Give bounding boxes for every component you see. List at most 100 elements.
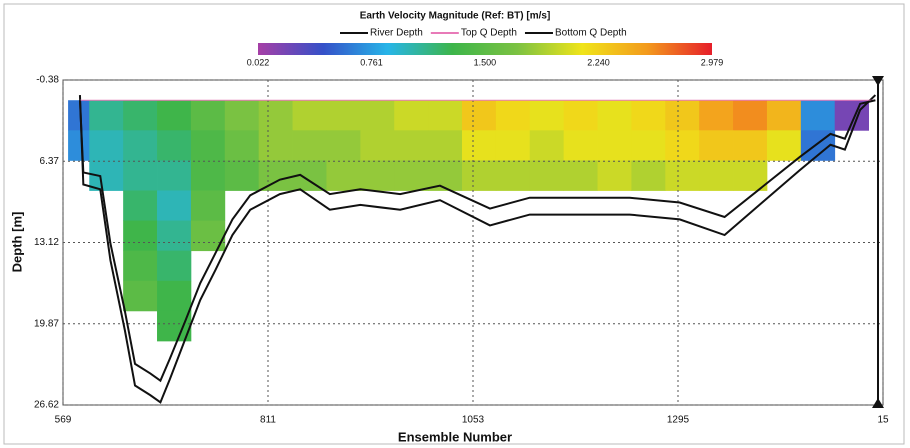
heatmap-cell xyxy=(394,130,429,161)
heatmap-cell xyxy=(123,280,158,312)
heatmap-cell xyxy=(89,100,124,131)
cursor-marker xyxy=(872,398,884,408)
heatmap-cell xyxy=(123,220,158,252)
heatmap-cell xyxy=(326,100,361,131)
colorbar-tick-label: 2.240 xyxy=(587,57,610,67)
heatmap-cell xyxy=(123,190,158,221)
heatmap-cell xyxy=(258,160,293,191)
heatmap-cell xyxy=(766,100,802,131)
legend-label: Top Q Depth xyxy=(461,28,517,39)
heatmap-cell xyxy=(563,160,598,191)
heatmap-cell xyxy=(800,100,836,131)
heatmap-cell xyxy=(665,100,700,131)
heatmap-cell xyxy=(258,100,293,131)
heatmap-cell xyxy=(699,130,734,161)
heatmap-cell xyxy=(733,100,768,131)
heatmap-cell xyxy=(461,160,497,191)
colorbar-tick-label: 0.761 xyxy=(360,57,383,67)
heatmap-cell xyxy=(123,130,158,161)
heatmap-cell xyxy=(68,100,90,131)
heatmap-cell xyxy=(157,130,192,161)
heatmap-cell xyxy=(157,280,192,312)
cursor-marker xyxy=(872,76,884,86)
heatmap-cell xyxy=(699,100,734,131)
heatmap-cell xyxy=(292,130,327,161)
heatmap-cell xyxy=(733,160,768,191)
x-tick-label: 569 xyxy=(55,415,72,426)
heatmap-cell xyxy=(68,130,90,161)
heatmap-cell xyxy=(190,130,226,161)
heatmap-cell xyxy=(394,160,429,191)
heatmap-cell xyxy=(360,160,395,191)
heatmap-cell xyxy=(360,130,395,161)
heatmap-cell xyxy=(157,100,192,131)
y-tick-label: 26.62 xyxy=(34,400,59,411)
heatmap-cell xyxy=(495,160,531,191)
heatmap-cell xyxy=(157,190,192,221)
heatmap-cell xyxy=(699,160,734,191)
legend-label: River Depth xyxy=(370,28,423,39)
heatmap-cell xyxy=(495,130,531,161)
y-tick-label: 19.87 xyxy=(34,318,59,329)
heatmap-cell xyxy=(495,100,531,131)
heatmap-cell xyxy=(631,100,666,131)
heatmap-cell xyxy=(428,160,463,191)
heatmap-cell xyxy=(766,130,802,161)
heatmap-cell xyxy=(461,130,497,161)
heatmap-cell xyxy=(157,160,192,191)
colorbar xyxy=(258,43,712,55)
heatmap-cell xyxy=(224,130,260,161)
y-tick-label: 13.12 xyxy=(34,237,59,248)
heatmap-cell xyxy=(190,190,226,221)
heatmap xyxy=(68,100,869,342)
heatmap-cell xyxy=(224,100,260,131)
frame xyxy=(3,3,905,445)
heatmap-cell xyxy=(258,130,293,161)
heatmap-cell xyxy=(224,160,260,191)
heatmap-cell xyxy=(597,100,632,131)
heatmap-cell xyxy=(326,160,361,191)
heatmap-cell xyxy=(394,100,429,131)
heatmap-cell xyxy=(190,160,226,191)
x-tick-label: 15 xyxy=(877,415,889,426)
x-axis-label: Ensemble Number xyxy=(398,429,512,444)
colorbar-tick-label: 2.979 xyxy=(701,57,724,67)
depth-line xyxy=(78,94,877,404)
heatmap-cell xyxy=(123,250,158,282)
heatmap-cell xyxy=(631,160,666,191)
heatmap-cell xyxy=(665,130,700,161)
heatmap-cell xyxy=(292,100,327,131)
heatmap-cell xyxy=(563,100,598,131)
heatmap-cell xyxy=(360,100,395,131)
x-tick-label: 1295 xyxy=(667,415,690,426)
heatmap-cell xyxy=(529,160,565,191)
heatmap-cell xyxy=(157,220,192,252)
colorbar-tick-label: 1.500 xyxy=(474,57,497,67)
heatmap-cell xyxy=(597,130,632,161)
heatmap-cell xyxy=(834,100,869,131)
y-tick-label: -0.38 xyxy=(36,75,59,86)
x-tick-label: 1053 xyxy=(462,415,485,426)
heatmap-cell xyxy=(733,130,768,161)
heatmap-cell xyxy=(563,130,598,161)
heatmap-cell xyxy=(529,100,565,131)
heatmap-cell xyxy=(597,160,632,191)
y-axis-label: Depth [m] xyxy=(9,212,24,273)
heatmap-cell xyxy=(326,130,361,161)
heatmap-cell xyxy=(190,100,226,131)
heatmap-cell xyxy=(123,100,158,131)
y-tick-label: 6.37 xyxy=(40,156,60,167)
heatmap-cell xyxy=(631,130,666,161)
heatmap-cell xyxy=(190,220,226,252)
heatmap-cell xyxy=(428,100,463,131)
x-tick-label: 811 xyxy=(260,415,276,426)
depth-line xyxy=(78,99,876,383)
heatmap-cell xyxy=(428,130,463,161)
heatmap-cell xyxy=(157,250,192,282)
heatmap-cell xyxy=(529,130,565,161)
heatmap-cell xyxy=(89,130,124,161)
heatmap-cell xyxy=(665,160,700,191)
heatmap-cell xyxy=(123,160,158,191)
colorbar-tick-label: 0.022 xyxy=(247,57,270,67)
